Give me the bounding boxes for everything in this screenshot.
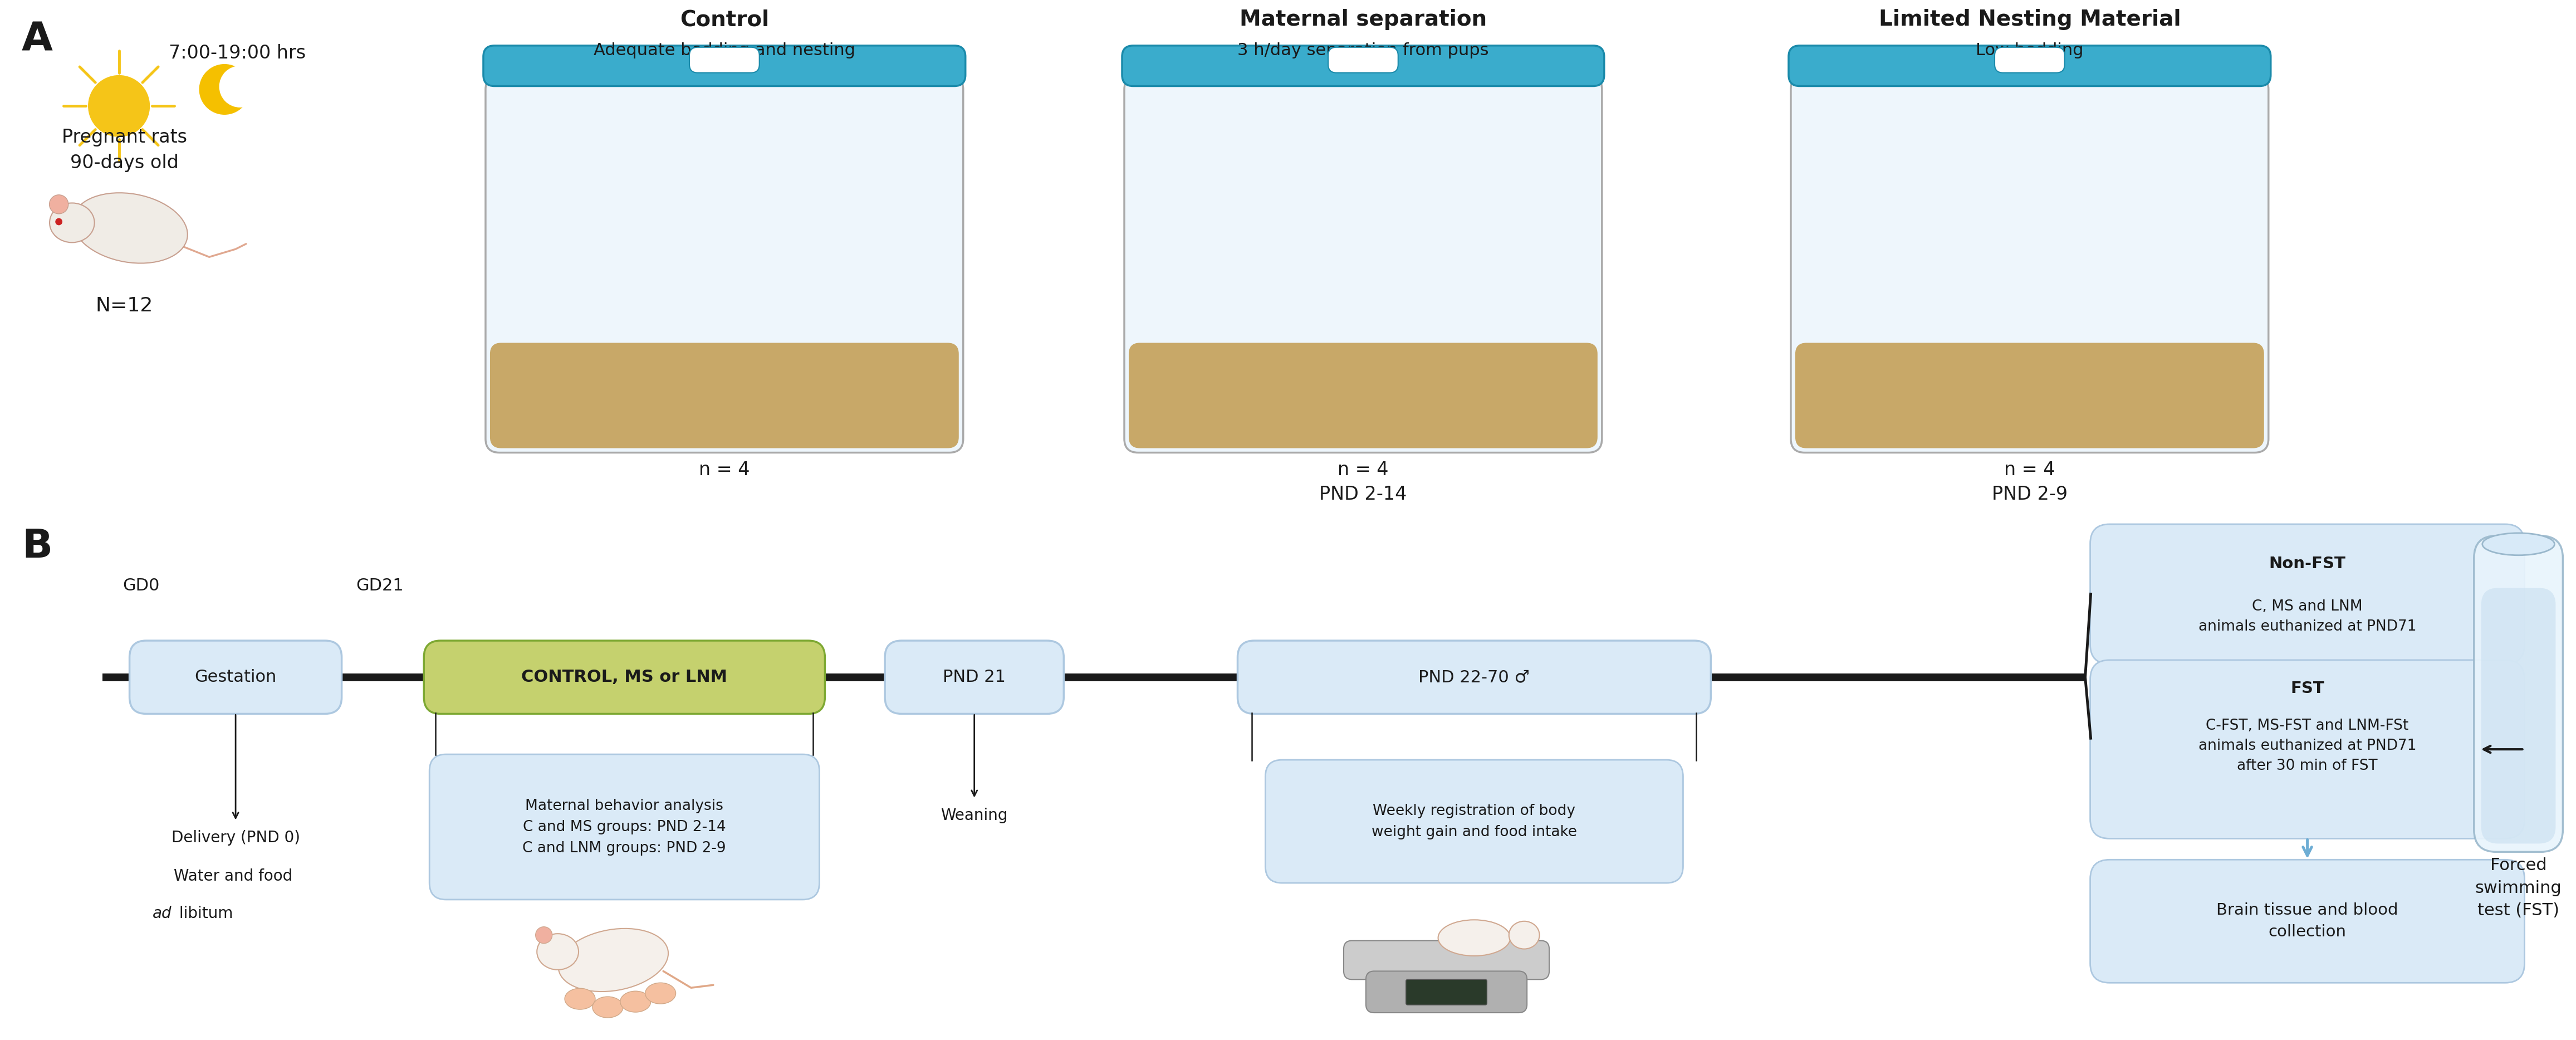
FancyBboxPatch shape <box>2089 660 2524 838</box>
FancyBboxPatch shape <box>1123 46 1605 86</box>
Ellipse shape <box>592 996 623 1018</box>
Text: Non-FST: Non-FST <box>2269 555 2347 571</box>
Circle shape <box>49 194 70 214</box>
Text: A: A <box>21 20 54 58</box>
Text: libitum: libitum <box>175 906 234 921</box>
Ellipse shape <box>536 934 580 969</box>
Text: C, MS and LNM
animals euthanized at PND71: C, MS and LNM animals euthanized at PND7… <box>2197 600 2416 634</box>
FancyBboxPatch shape <box>129 641 343 713</box>
FancyBboxPatch shape <box>1795 343 2264 448</box>
FancyBboxPatch shape <box>2089 860 2524 983</box>
Text: GD0: GD0 <box>124 578 160 594</box>
Circle shape <box>57 218 62 225</box>
Text: Maternal separation: Maternal separation <box>1239 9 1486 30</box>
Ellipse shape <box>621 991 652 1012</box>
FancyBboxPatch shape <box>489 343 958 448</box>
Circle shape <box>88 76 149 136</box>
Text: Forced
swimming
test (FST): Forced swimming test (FST) <box>2476 857 2561 918</box>
FancyBboxPatch shape <box>1365 971 1528 1013</box>
FancyBboxPatch shape <box>1790 76 2269 452</box>
Text: n = 4
PND 2-9: n = 4 PND 2-9 <box>1991 461 2069 503</box>
FancyBboxPatch shape <box>1994 47 2063 73</box>
Text: CONTROL, MS or LNM: CONTROL, MS or LNM <box>520 669 726 685</box>
Ellipse shape <box>72 192 188 263</box>
Text: Delivery (PND 0): Delivery (PND 0) <box>170 830 299 846</box>
Circle shape <box>219 67 260 107</box>
Text: Brain tissue and blood
collection: Brain tissue and blood collection <box>2215 903 2398 940</box>
FancyBboxPatch shape <box>2481 588 2555 843</box>
Text: Limited Nesting Material: Limited Nesting Material <box>1878 9 2182 30</box>
FancyBboxPatch shape <box>2089 524 2524 664</box>
FancyBboxPatch shape <box>1128 343 1597 448</box>
FancyBboxPatch shape <box>484 76 963 452</box>
FancyBboxPatch shape <box>1265 760 1682 883</box>
FancyBboxPatch shape <box>690 47 760 73</box>
Text: GD21: GD21 <box>355 578 404 594</box>
Ellipse shape <box>564 988 595 1010</box>
Text: Low bedding: Low bedding <box>1976 43 2084 58</box>
Text: Pregnant rats
90-days old: Pregnant rats 90-days old <box>62 128 188 173</box>
Text: 7:00-19:00 hrs: 7:00-19:00 hrs <box>170 44 307 62</box>
Text: Maternal behavior analysis
C and MS groups: PND 2-14
C and LNM groups: PND 2-9: Maternal behavior analysis C and MS grou… <box>523 799 726 855</box>
Text: Weekly registration of body
weight gain and food intake: Weekly registration of body weight gain … <box>1370 804 1577 839</box>
Text: C-FST, MS-FST and LNM-FSt
animals euthanized at PND71
after 30 min of FST: C-FST, MS-FST and LNM-FSt animals euthan… <box>2197 719 2416 774</box>
Text: B: B <box>21 527 52 566</box>
FancyBboxPatch shape <box>1345 940 1548 980</box>
Text: Water and food: Water and food <box>173 868 296 884</box>
Ellipse shape <box>49 203 95 242</box>
FancyBboxPatch shape <box>1236 641 1710 713</box>
FancyBboxPatch shape <box>1406 980 1486 1005</box>
FancyBboxPatch shape <box>430 754 819 900</box>
Text: Weaning: Weaning <box>940 807 1007 823</box>
FancyBboxPatch shape <box>425 641 824 713</box>
Ellipse shape <box>1510 921 1540 948</box>
Text: PND 21: PND 21 <box>943 669 1005 685</box>
Circle shape <box>198 64 250 114</box>
Ellipse shape <box>2483 534 2555 555</box>
FancyBboxPatch shape <box>886 641 1064 713</box>
Text: n = 4: n = 4 <box>698 461 750 479</box>
FancyBboxPatch shape <box>1123 76 1602 452</box>
Circle shape <box>536 927 551 943</box>
Text: FST: FST <box>2290 680 2324 696</box>
Text: Control: Control <box>680 9 770 30</box>
FancyBboxPatch shape <box>484 46 966 86</box>
Text: 3 h/day separation from pups: 3 h/day separation from pups <box>1236 43 1489 58</box>
FancyBboxPatch shape <box>1788 46 2269 86</box>
Text: Gestation: Gestation <box>196 669 276 685</box>
Text: N=12: N=12 <box>95 296 155 315</box>
Text: n = 4
PND 2-14: n = 4 PND 2-14 <box>1319 461 1406 503</box>
FancyBboxPatch shape <box>2473 536 2563 852</box>
Ellipse shape <box>644 983 675 1004</box>
Text: Adequate bedding and nesting: Adequate bedding and nesting <box>592 43 855 58</box>
FancyBboxPatch shape <box>1329 47 1399 73</box>
Text: PND 22-70 ♂: PND 22-70 ♂ <box>1419 669 1530 685</box>
Ellipse shape <box>1437 919 1510 956</box>
Text: ad: ad <box>152 906 173 921</box>
Ellipse shape <box>559 929 667 991</box>
